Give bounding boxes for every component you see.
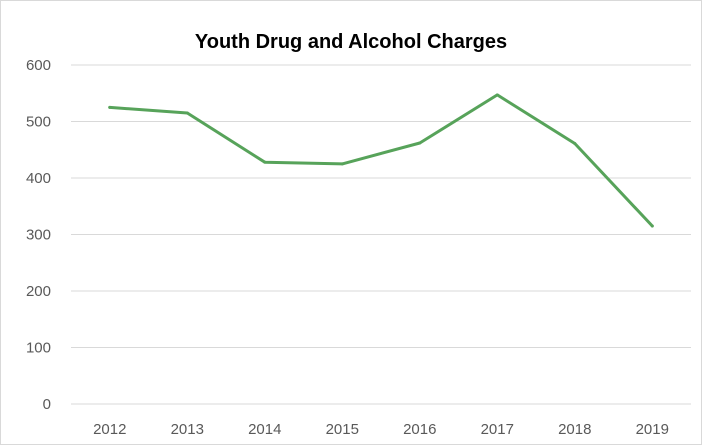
x-tick-label: 2017 (481, 421, 514, 438)
y-axis-ticks: 0 100 200 300 400 500 600 (26, 57, 51, 413)
data-point (263, 160, 267, 164)
y-tick-label: 300 (26, 227, 51, 244)
data-point (185, 111, 189, 115)
x-tick-label: 2019 (636, 421, 669, 438)
data-point (573, 142, 577, 146)
series-layer (108, 93, 654, 228)
data-point (108, 105, 112, 109)
x-tick-label: 2016 (403, 421, 436, 438)
x-axis-ticks: 2012 2013 2014 2015 2016 2017 2018 2019 (93, 421, 669, 438)
y-tick-label: 500 (26, 114, 51, 131)
series-line (108, 93, 654, 228)
data-point (650, 224, 654, 228)
gridlines (71, 64, 691, 405)
y-tick-label: 400 (26, 170, 51, 187)
y-tick-label: 100 (26, 340, 51, 357)
data-point (340, 162, 344, 166)
x-tick-label: 2012 (93, 421, 126, 438)
x-tick-label: 2013 (171, 421, 204, 438)
y-tick-label: 200 (26, 283, 51, 300)
data-point (418, 141, 422, 145)
chart-title: Youth Drug and Alcohol Charges (194, 31, 508, 53)
x-tick-label: 2014 (248, 421, 281, 438)
data-point (495, 93, 499, 97)
y-tick-label: 600 (26, 57, 51, 74)
x-tick-label: 2015 (326, 421, 359, 438)
x-tick-label: 2018 (558, 421, 591, 438)
y-tick-label: 0 (43, 396, 51, 413)
